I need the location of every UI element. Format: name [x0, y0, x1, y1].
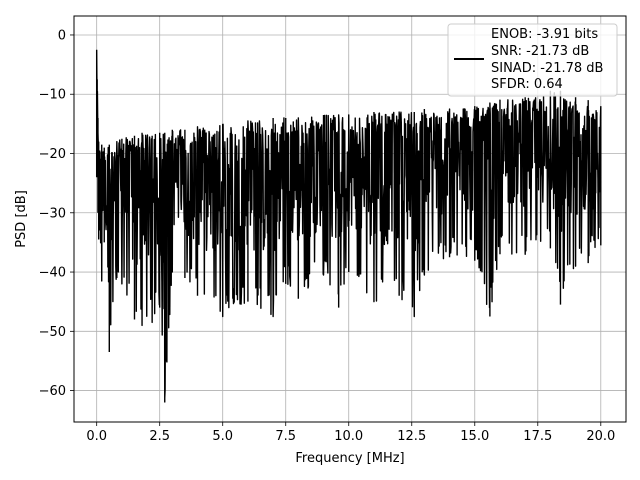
legend-box	[447, 23, 618, 97]
legend-entry-enob: ENOB: -3.91 bits	[491, 27, 598, 42]
y-tick-label: −20	[39, 147, 66, 162]
x-tick-label: 7.5	[275, 429, 296, 444]
legend: ENOB: -3.91 bits SNR: -21.73 dB SINAD: -…	[447, 23, 618, 97]
legend-entry-snr: SNR: -21.73 dB	[491, 44, 589, 59]
x-tick-label: 12.5	[397, 429, 426, 444]
x-tick-label: 20.0	[586, 429, 615, 444]
y-tick-label: −60	[39, 384, 66, 399]
y-axis-label: PSD [dB]	[14, 190, 29, 248]
x-tick-label: 10.0	[334, 429, 363, 444]
y-tick-label: −10	[39, 88, 66, 103]
x-tick-label: 15.0	[460, 429, 489, 444]
x-tick-label: 17.5	[523, 429, 552, 444]
series-layer	[95, 49, 602, 403]
y-tick-label: 0	[58, 28, 66, 43]
plot-frame	[73, 15, 627, 423]
x-axis-ticks: 0.0 2.5 5.0 7.5 10.0 12.5 15.0 17.5 20.0	[86, 422, 615, 444]
y-tick-label: −50	[39, 325, 66, 340]
y-tick-label: −40	[39, 266, 66, 281]
x-tick-label: 5.0	[212, 429, 233, 444]
psd-series-line	[95, 49, 602, 403]
x-tick-label: 2.5	[149, 429, 170, 444]
legend-entry-sfdr: SFDR: 0.64	[491, 77, 563, 92]
legend-entry-sinad: SINAD: -21.78 dB	[491, 61, 603, 76]
y-axis-ticks: 0 −10 −20 −30 −40 −50 −60	[39, 28, 74, 399]
x-axis-label: Frequency [MHz]	[295, 451, 404, 466]
x-tick-label: 0.0	[86, 429, 107, 444]
y-tick-label: −30	[39, 206, 66, 221]
